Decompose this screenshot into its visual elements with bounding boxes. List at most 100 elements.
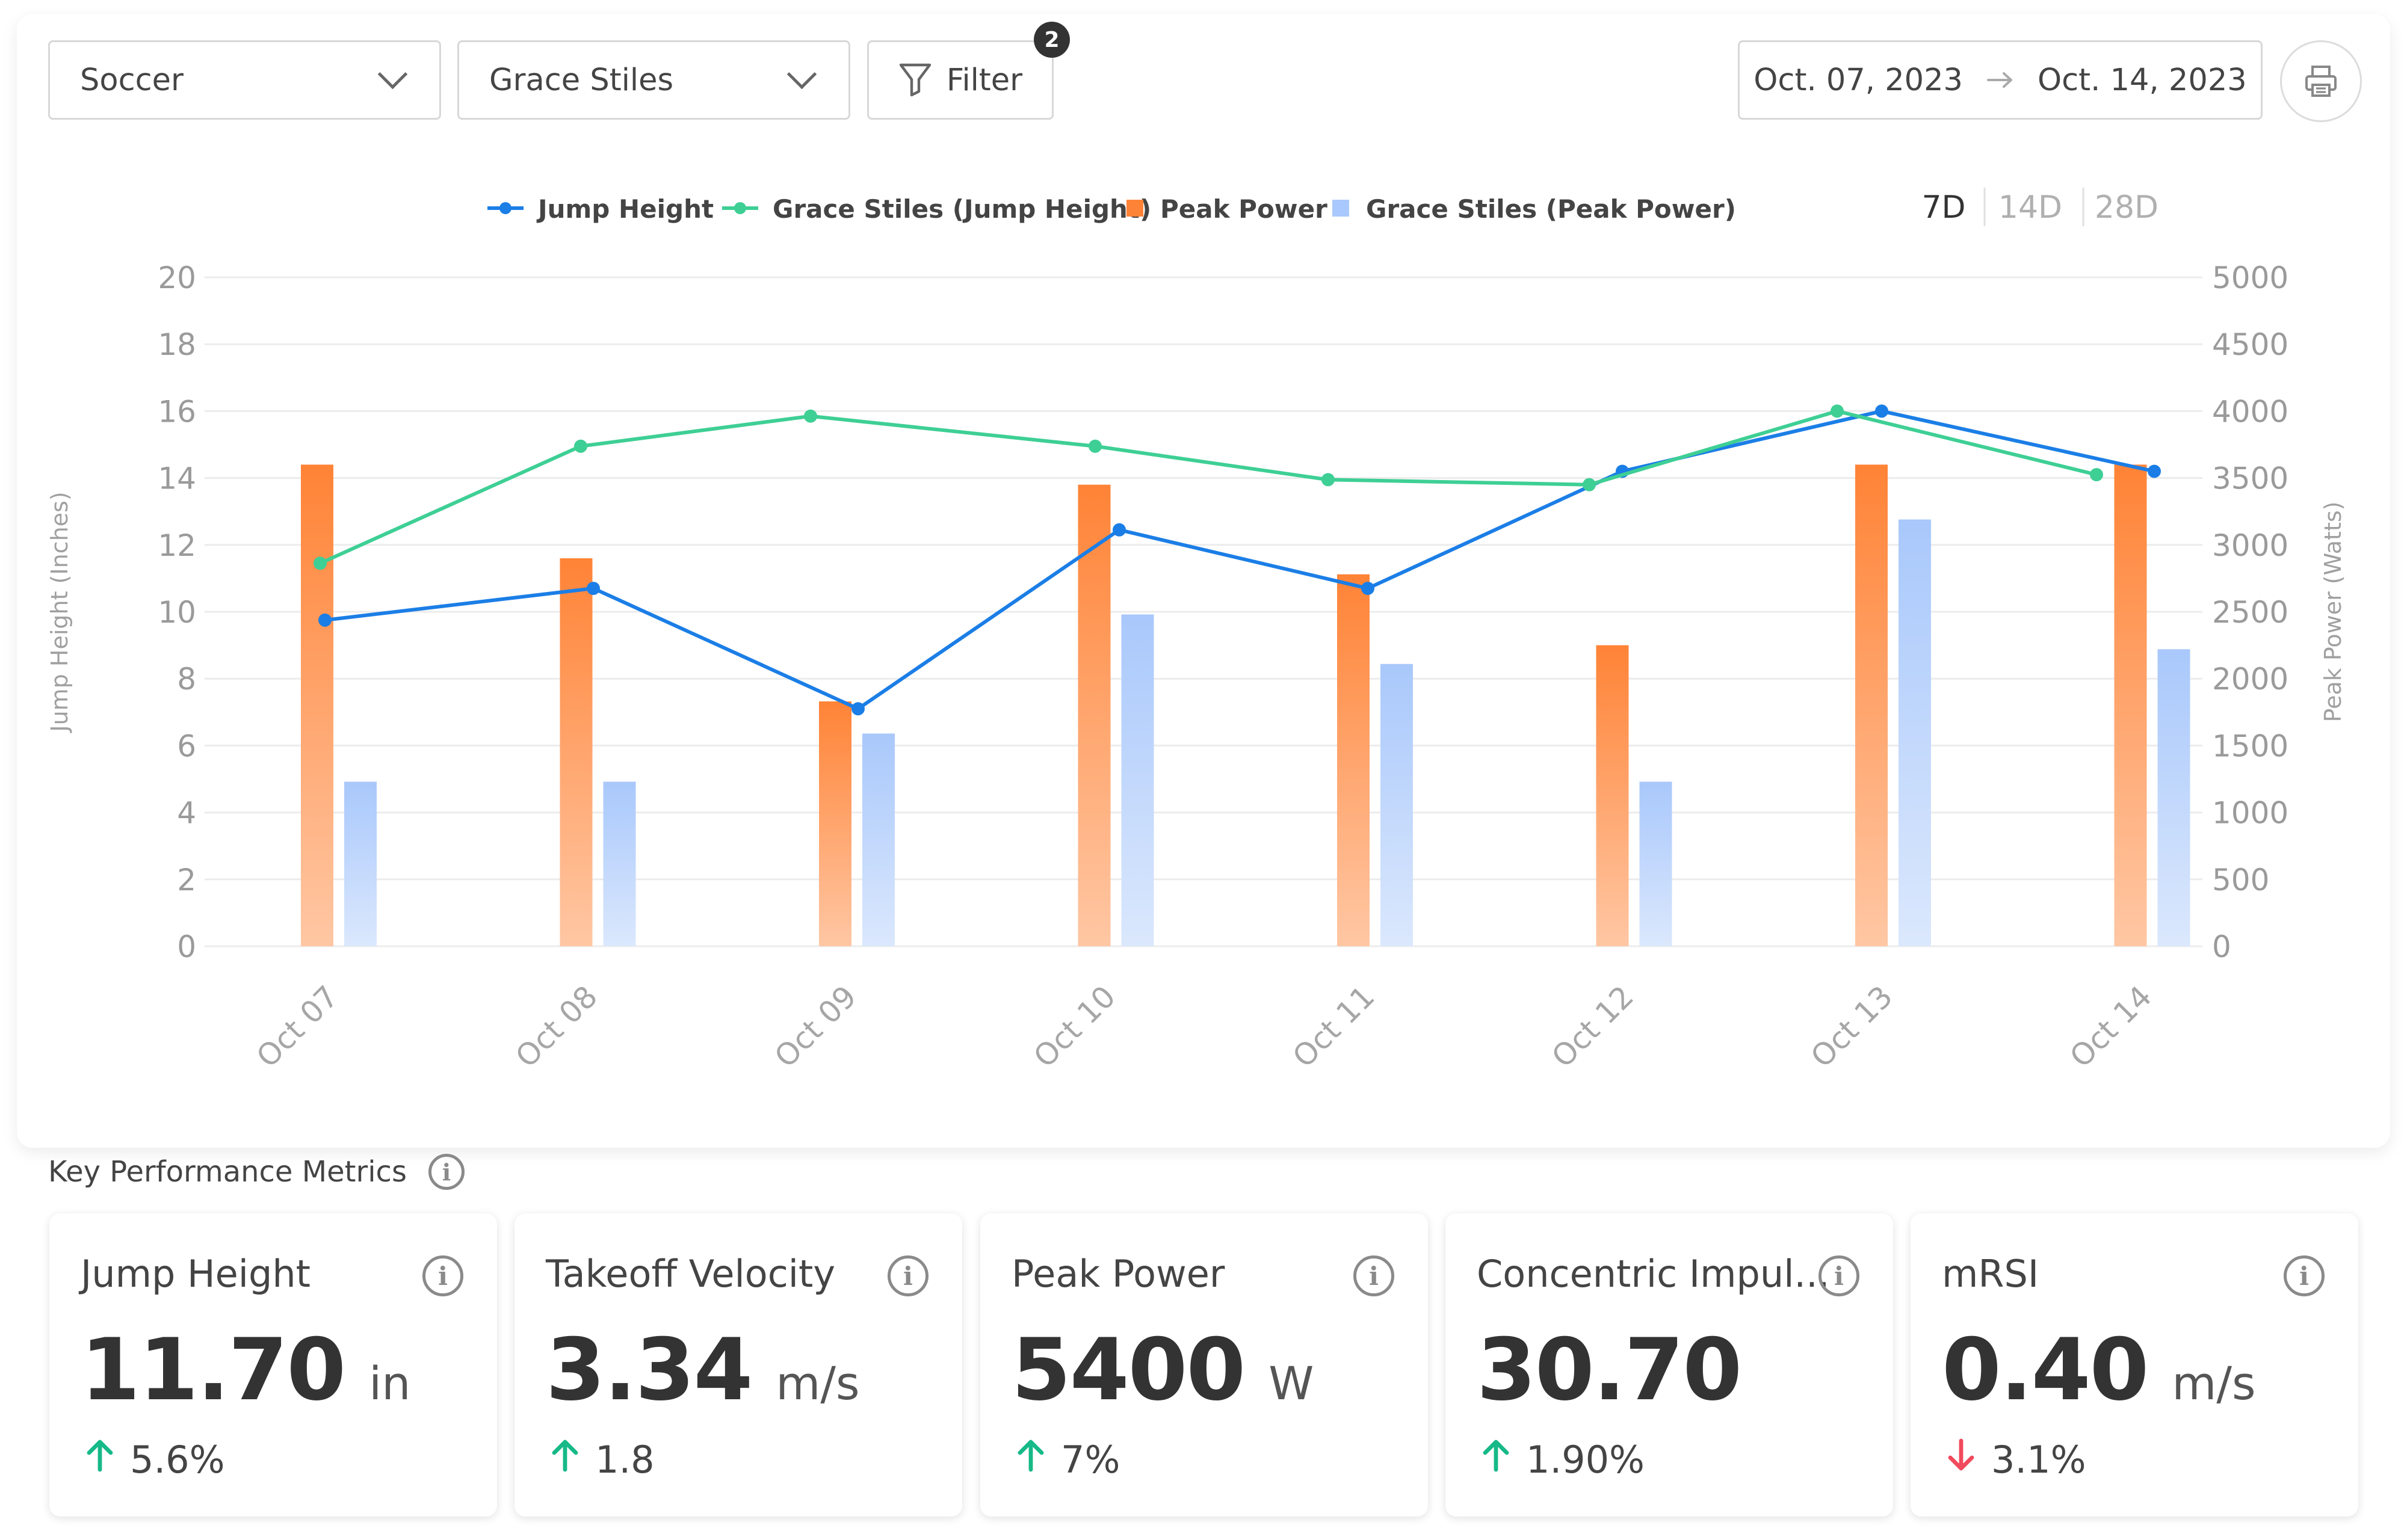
- legend-item[interactable]: Peak Power: [1126, 194, 1327, 224]
- metric-unit: W: [1268, 1357, 1314, 1410]
- grace-peak-power-bar[interactable]: [1639, 781, 1672, 946]
- y-left-tick-label: 12: [158, 528, 196, 563]
- info-icon[interactable]: i: [422, 1255, 463, 1296]
- metric-change-value: 1.8: [595, 1438, 655, 1482]
- info-icon[interactable]: i: [1353, 1255, 1394, 1296]
- legend-label: Jump Height: [536, 194, 714, 224]
- metric-label: Concentric Impul...: [1477, 1252, 1830, 1296]
- legend-item[interactable]: Grace Stiles (Jump Height): [722, 194, 1151, 224]
- x-tick-label: Oct 11: [1286, 979, 1381, 1074]
- peak-power-bar[interactable]: [2114, 464, 2147, 946]
- peak-power-bar[interactable]: [301, 464, 333, 946]
- jump-height-point[interactable]: [1875, 404, 1888, 418]
- info-icon[interactable]: i: [2284, 1255, 2325, 1296]
- jump-height-point[interactable]: [2148, 464, 2161, 478]
- metrics-section-title: Key Performance Metrics i: [48, 1154, 465, 1190]
- peak-power-bar[interactable]: [1078, 484, 1111, 946]
- y-left-tick-label: 6: [177, 728, 196, 763]
- y-left-tick-label: 2: [177, 863, 196, 898]
- chart-card: [17, 14, 2390, 1148]
- info-icon[interactable]: i: [888, 1255, 929, 1296]
- metric-unit: in: [369, 1357, 411, 1410]
- legend-item[interactable]: Jump Height: [487, 194, 714, 224]
- legend-item[interactable]: Grace Stiles (Peak Power): [1332, 194, 1736, 224]
- x-tick-label: Oct 08: [509, 979, 604, 1074]
- range-option-28d[interactable]: 28D: [2095, 189, 2158, 226]
- grace-jump-height-point[interactable]: [574, 439, 587, 453]
- arrow-right-icon: [1987, 72, 2012, 88]
- y-left-tick-label: 4: [177, 796, 196, 831]
- arrow-up-icon: [85, 1437, 114, 1482]
- x-tick-label: Oct 10: [1027, 979, 1122, 1074]
- peak-power-bar[interactable]: [1855, 464, 1888, 946]
- arrow-up-icon: [1016, 1437, 1045, 1482]
- y-left-axis-title: Jump Height (Inches): [46, 491, 73, 733]
- jump-height-point[interactable]: [587, 582, 600, 596]
- x-tick-label: Oct 13: [1804, 979, 1899, 1074]
- y-right-tick-label: 4500: [2212, 327, 2288, 362]
- range-option-7d[interactable]: 7D: [1921, 189, 1965, 226]
- metric-value: 11.70: [81, 1320, 346, 1420]
- jump-height-point[interactable]: [318, 613, 332, 627]
- print-button[interactable]: [2280, 40, 2362, 122]
- info-icon[interactable]: i: [1818, 1255, 1859, 1296]
- y-right-tick-label: 1000: [2212, 796, 2288, 831]
- grace-peak-power-bar[interactable]: [603, 781, 636, 946]
- jump-height-point[interactable]: [1361, 582, 1374, 596]
- metric-card-takeoff-velocity: Takeoff Velocity i 3.34 m/s 1.8: [514, 1213, 962, 1517]
- y-right-tick-label: 0: [2212, 929, 2231, 964]
- metric-value: 5400: [1012, 1320, 1246, 1420]
- y-left-tick-label: 14: [158, 461, 196, 496]
- range-option-14d[interactable]: 14D: [1998, 189, 2062, 226]
- y-right-tick-label: 3000: [2212, 528, 2288, 563]
- legend-label: Peak Power: [1160, 194, 1327, 224]
- grace-jump-height-point[interactable]: [1831, 404, 1844, 418]
- grace-peak-power-bar[interactable]: [862, 733, 895, 946]
- x-tick-label: Oct 12: [1545, 979, 1640, 1074]
- metrics-section-label: Key Performance Metrics: [48, 1155, 407, 1189]
- jump-height-point[interactable]: [851, 702, 865, 716]
- grace-jump-height-point[interactable]: [1321, 473, 1335, 487]
- grace-jump-height-point[interactable]: [804, 409, 817, 423]
- sport-select-value: Soccer: [80, 62, 184, 98]
- y-right-tick-label: 500: [2212, 863, 2269, 898]
- metric-change: 1.8: [551, 1437, 655, 1482]
- athlete-select[interactable]: Grace Stiles: [457, 40, 850, 120]
- metric-unit: m/s: [2172, 1357, 2256, 1410]
- grace-jump-height-point[interactable]: [2090, 468, 2103, 482]
- info-icon[interactable]: i: [428, 1154, 465, 1190]
- peak-power-bar[interactable]: [819, 701, 851, 946]
- y-left-tick-label: 8: [177, 662, 196, 697]
- metric-card-concentric-impulse: Concentric Impul... i 30.70 1.90%: [1445, 1213, 1893, 1517]
- y-left-tick-label: 16: [158, 394, 196, 429]
- y-right-tick-label: 2000: [2212, 662, 2288, 697]
- metric-label: mRSI: [1942, 1252, 2039, 1296]
- legend-bar-swatch: [1332, 200, 1349, 217]
- date-end: Oct. 14, 2023: [2038, 62, 2247, 98]
- chart: 0 2 4 6 8 10 12 14 16 18 20 0 500 1000 1500 2000 2500 300…: [46, 188, 2346, 1074]
- grace-peak-power-bar[interactable]: [1899, 519, 1931, 946]
- athlete-select-value: Grace Stiles: [489, 62, 674, 98]
- metric-value-row: 5400 W: [1012, 1320, 1314, 1420]
- y-left-tick-label: 18: [158, 327, 196, 362]
- filter-button[interactable]: Filter: [867, 40, 1054, 120]
- sport-select[interactable]: Soccer: [48, 40, 441, 120]
- jump-height-point[interactable]: [1113, 523, 1126, 537]
- metric-value: 30.70: [1477, 1320, 1742, 1420]
- grace-jump-height-point[interactable]: [1583, 478, 1596, 491]
- grace-peak-power-bar[interactable]: [2157, 649, 2190, 946]
- grace-jump-height-point[interactable]: [314, 556, 327, 570]
- printer-icon: [2305, 66, 2337, 97]
- x-tick-label: Oct 09: [768, 979, 863, 1074]
- grace-peak-power-bar[interactable]: [344, 781, 377, 946]
- date-range-picker[interactable]: Oct. 07, 2023 Oct. 14, 2023: [1738, 40, 2263, 120]
- metric-change-value: 1.90%: [1526, 1438, 1645, 1482]
- metric-card-peak-power: Peak Power i 5400 W 7%: [980, 1213, 1428, 1517]
- grace-peak-power-bar[interactable]: [1121, 614, 1154, 946]
- grace-jump-height-point[interactable]: [1089, 439, 1102, 453]
- peak-power-bar[interactable]: [1596, 645, 1629, 946]
- peak-power-bar[interactable]: [560, 558, 593, 946]
- grace-peak-power-bar[interactable]: [1380, 664, 1413, 946]
- peak-power-bar[interactable]: [1337, 574, 1370, 946]
- x-tick-label: Oct 07: [250, 979, 345, 1074]
